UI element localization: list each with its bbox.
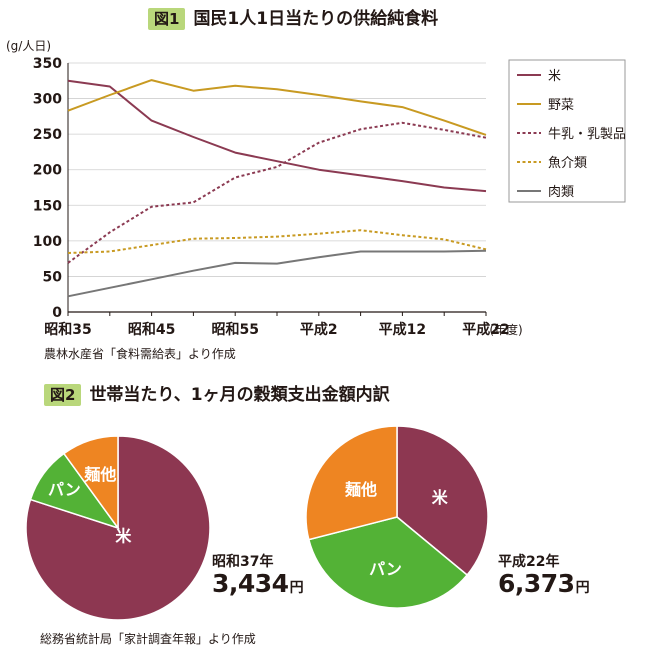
series-line-5 xyxy=(67,249,487,298)
fig1-header: 図1 国民1人1日当たりの供給純食料 xyxy=(148,8,438,30)
food-supply-line-chart: 0 50 100 150 200 250 300 350 昭和35 昭和45 昭和55 平成2 平成1… xyxy=(33,56,626,338)
y-tick-label: 100 xyxy=(33,234,62,250)
pie1-year-label: 昭和37年 xyxy=(212,554,274,570)
pie-chart-heisei22: 米パン 麺他 xyxy=(305,425,489,609)
pie-slice-label-2: パン xyxy=(48,480,81,499)
fig1-y-unit: (g/人日) xyxy=(6,39,52,53)
fig1-badge: 図1 xyxy=(148,8,186,30)
y-tick-label: 200 xyxy=(33,163,62,179)
pie-slice-2 xyxy=(307,516,469,609)
y-tick-label: 250 xyxy=(33,127,62,143)
x-tick-label: 昭和35 xyxy=(44,322,91,338)
pie-slice-label-1: 米 xyxy=(432,488,449,507)
legend-label-4: 魚介類 xyxy=(548,156,587,171)
pie1-total: 3,434円 xyxy=(212,569,304,598)
legend-label-2: 野菜 xyxy=(548,98,574,113)
x-tick-label: 平成12 xyxy=(379,321,426,338)
fig1-source: 農林水産省「食料需給表」より作成 xyxy=(44,347,236,361)
y-tick-label: 300 xyxy=(33,92,62,108)
fig2-source: 総務省統計局「家計調査年報」より作成 xyxy=(40,632,256,646)
y-axis-ticks: 0 50 100 150 200 250 300 350 xyxy=(33,56,62,321)
x-axis-unit: (年度) xyxy=(489,322,522,337)
pie-slice-label-2: パン xyxy=(369,560,402,579)
y-tick-label: 0 xyxy=(52,305,62,321)
x-tick-label: 昭和45 xyxy=(128,322,175,338)
legend-label-3: 牛乳・乳製品 xyxy=(548,127,626,142)
x-tick-label: 平成2 xyxy=(300,321,338,338)
legend-label-1: 米 xyxy=(548,69,561,84)
pie-slice-3 xyxy=(62,435,119,531)
y-tick-label: 150 xyxy=(33,198,62,214)
series-line-2 xyxy=(67,79,487,136)
fig2-title: 世帯当たり、1ヶ月の穀類支出金額内訳 xyxy=(89,385,390,405)
pie1-total-amount: 3,434 xyxy=(212,569,289,598)
series-line-3 xyxy=(67,121,487,264)
x-tick-label: 昭和55 xyxy=(211,322,258,338)
fig1-title: 国民1人1日当たりの供給純食料 xyxy=(193,9,439,29)
pie2-total: 6,373円 xyxy=(498,569,590,598)
chart-grid xyxy=(67,62,486,313)
pie-slice-label-3: 麺他 xyxy=(344,480,377,499)
pie-slice-1 xyxy=(396,425,489,577)
x-axis-ticks: 昭和35 昭和45 昭和55 平成2 平成12 平成22(年度) xyxy=(44,312,523,338)
pie2-total-amount: 6,373 xyxy=(498,569,575,598)
fig2-header: 図2 世帯当たり、1ヶ月の穀類支出金額内訳 xyxy=(44,384,390,406)
pie-slice-3 xyxy=(305,425,398,541)
pie2-year-label: 平成22年 xyxy=(498,554,560,570)
legend-box xyxy=(508,59,626,203)
pie1-total-unit: 円 xyxy=(289,580,304,596)
y-tick-label: 350 xyxy=(33,56,62,72)
y-tick-label: 50 xyxy=(43,269,63,285)
pie-slice-label-1: 米 xyxy=(115,526,132,545)
pie2-total-unit: 円 xyxy=(575,580,590,596)
series-line-1 xyxy=(67,79,487,193)
pie-slice-label-3: 麺他 xyxy=(83,465,116,484)
chart-series xyxy=(67,79,487,298)
fig2-badge: 図2 xyxy=(44,384,82,406)
legend-label-5: 肉類 xyxy=(548,185,574,200)
x-tick-label: 平成22 xyxy=(462,321,509,338)
series-line-4 xyxy=(67,229,487,254)
